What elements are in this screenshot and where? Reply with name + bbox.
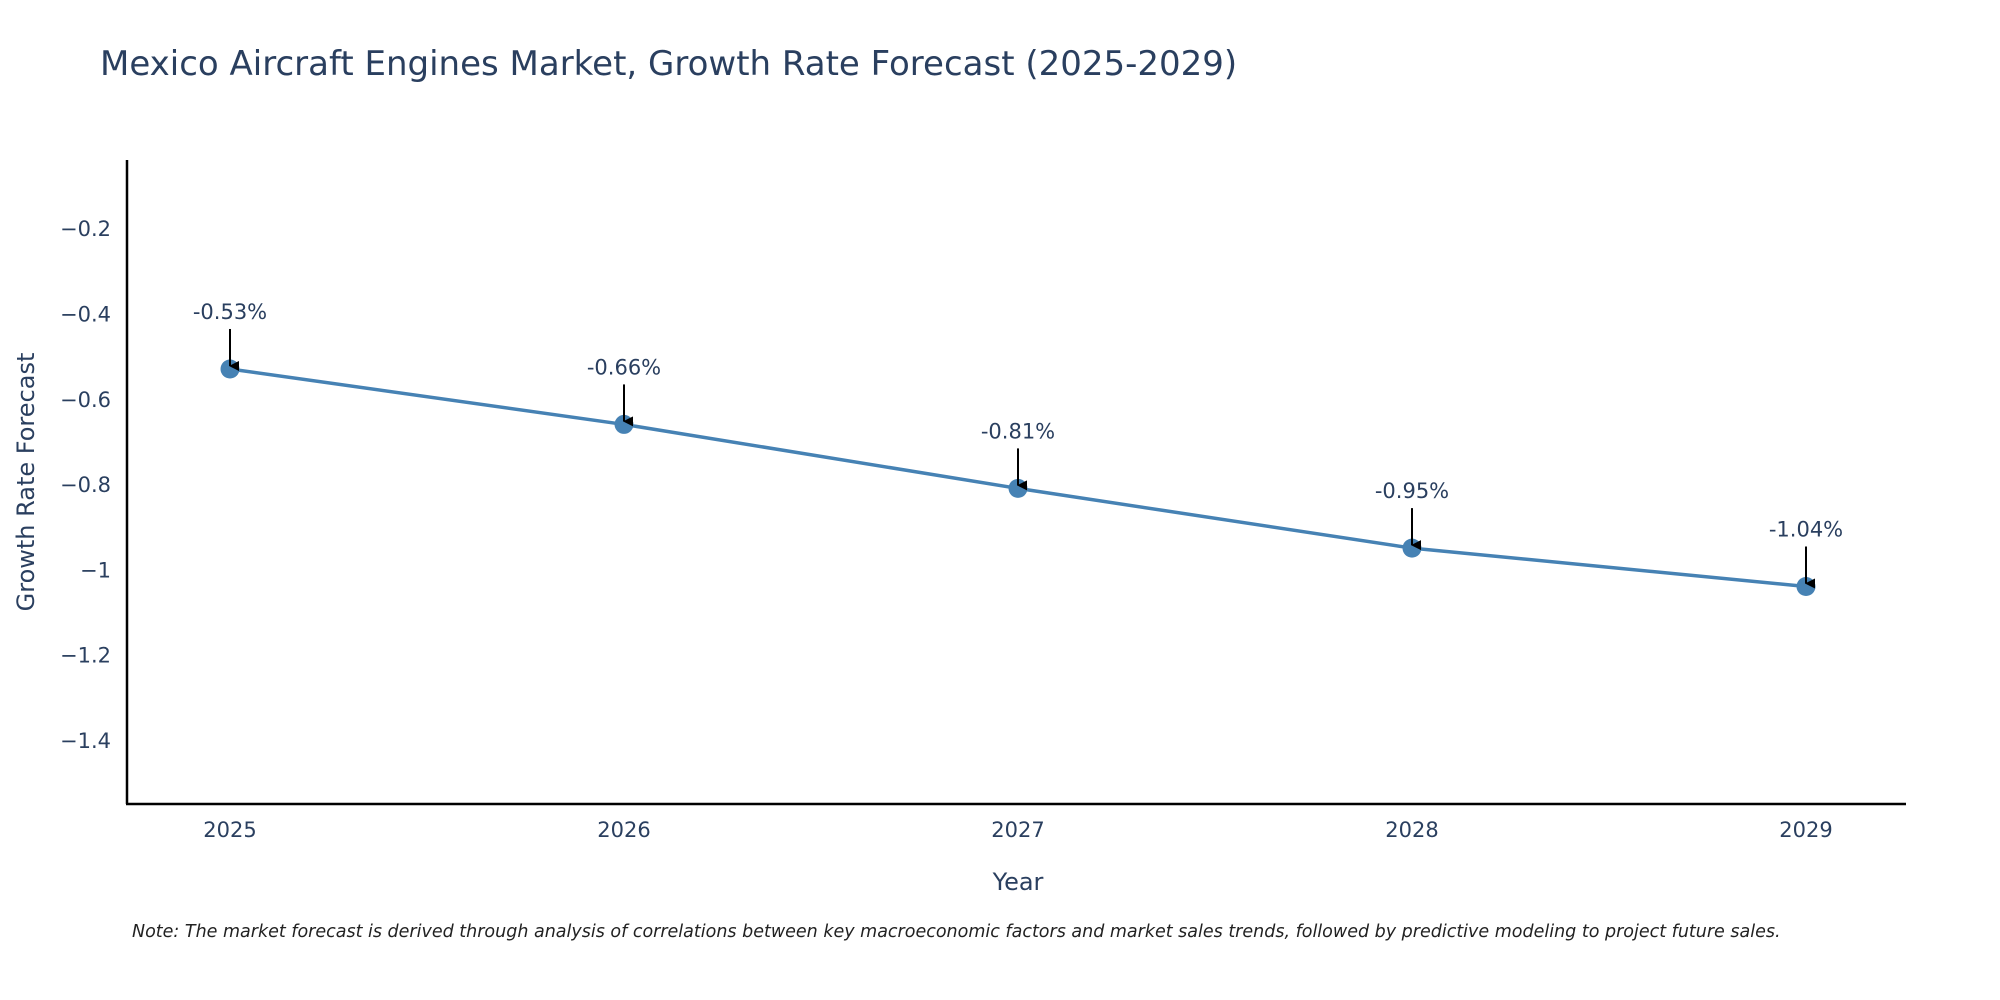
y-tick-label: −0.6 — [60, 388, 111, 412]
x-axis-title: Year — [992, 868, 1044, 896]
y-tick-label: −0.8 — [60, 473, 111, 497]
chart-title: Mexico Aircraft Engines Market, Growth R… — [100, 44, 1238, 84]
x-tick-label: 2025 — [203, 818, 256, 842]
x-tick-label: 2026 — [597, 818, 650, 842]
y-axis-ticks: −0.2 −0.4 −0.6 −0.8 −1 −1.2 −1.4 — [60, 217, 111, 753]
y-tick-label: −1.4 — [60, 729, 111, 753]
x-tick-label: 2028 — [1385, 818, 1438, 842]
annotation-label: -0.66% — [587, 355, 661, 379]
annotation-label: -0.95% — [1375, 479, 1449, 503]
y-tick-label: −0.4 — [60, 303, 111, 327]
y-axis-title: Growth Rate Forecast — [12, 353, 40, 612]
annotation-label: -0.81% — [981, 419, 1055, 443]
chart-note: Note: The market forecast is derived thr… — [132, 922, 1781, 942]
y-tick-label: −0.2 — [60, 217, 111, 241]
annotation-layer: -0.53% -0.66% -0.81% -0.95% -1.04% — [193, 300, 1843, 589]
x-tick-label: 2029 — [1779, 818, 1832, 842]
x-axis-ticks: 2025 2026 2027 2028 2029 — [203, 818, 1832, 842]
annotation-label: -0.53% — [193, 300, 267, 324]
annotation-label: -1.04% — [1769, 517, 1843, 541]
y-tick-label: −1 — [80, 558, 111, 582]
x-tick-label: 2027 — [991, 818, 1044, 842]
y-tick-label: −1.2 — [60, 644, 111, 668]
